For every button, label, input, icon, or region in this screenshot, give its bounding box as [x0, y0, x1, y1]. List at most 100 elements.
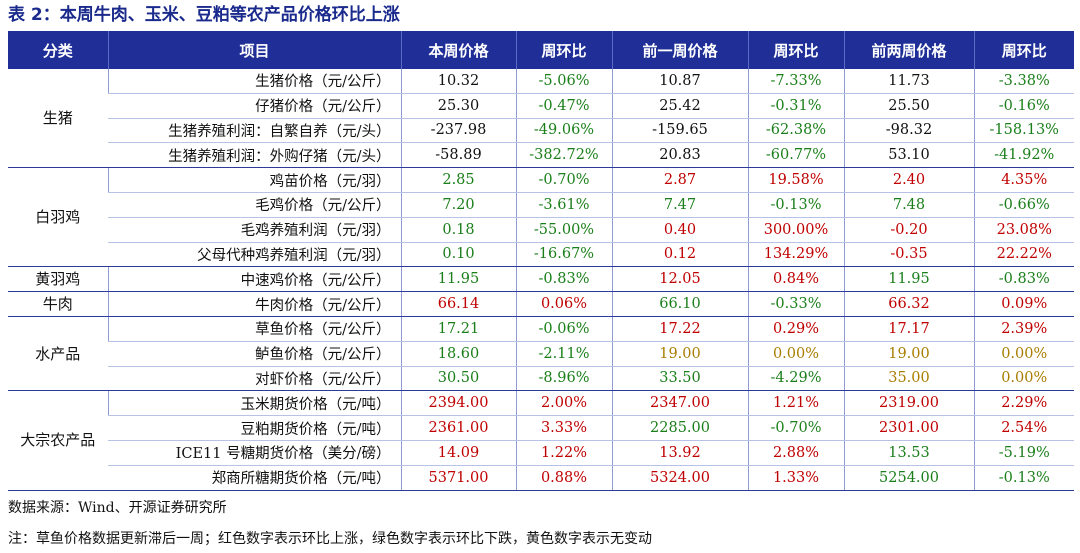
this-week-price-cell: 10.32	[400, 69, 516, 94]
two-weeks-price-cell: 11.73	[843, 69, 974, 94]
two-weeks-price-cell: 2319.00	[843, 390, 974, 417]
this-week-change-cell: -0.70%	[515, 167, 612, 193]
prev-week-change-cell: -60.77%	[747, 142, 844, 169]
two-weeks-change-cell: -0.13%	[973, 465, 1074, 491]
prev-week-price-cell: 5324.00	[611, 465, 748, 491]
two-weeks-price-cell: -98.32	[843, 118, 974, 144]
category-cell: 水产品	[8, 316, 108, 392]
this-week-price-cell: 7.20	[400, 192, 516, 218]
two-weeks-change-cell: 2.39%	[973, 316, 1074, 342]
two-weeks-change-cell: -3.38%	[973, 69, 1074, 94]
prev-week-price-cell: 25.42	[611, 93, 748, 119]
prev-week-change-cell: 300.00%	[747, 217, 844, 243]
prev-week-price-cell: 10.87	[611, 69, 748, 94]
two-weeks-price-cell: 35.00	[843, 366, 974, 392]
two-weeks-change-cell: 23.08%	[973, 217, 1074, 243]
this-week-price-cell: 2394.00	[400, 390, 516, 417]
header-category: 分类	[8, 31, 108, 69]
header-this-week-price: 本周价格	[400, 31, 516, 69]
this-week-change-cell: 0.88%	[515, 465, 612, 491]
prev-week-price-cell: 0.12	[611, 242, 748, 268]
table-row: 黄羽鸡 中速鸡价格（元/公斤） 11.95 -0.83% 12.05 0.84% 11.95…	[8, 266, 1074, 293]
item-cell: 中速鸡价格（元/公斤）	[107, 266, 401, 293]
prev-week-price-cell: 2285.00	[611, 415, 748, 441]
prev-week-change-cell: -62.38%	[747, 118, 844, 144]
footnote: 注：草鱼价格数据更新滞后一周；红色数字表示环比上涨，绿色数字表示环比下跌，黄色数…	[8, 531, 652, 547]
two-weeks-change-cell: -41.92%	[973, 142, 1074, 169]
two-weeks-price-cell: 19.00	[843, 341, 974, 367]
prev-week-price-cell: 0.40	[611, 217, 748, 243]
prev-week-price-cell: 13.92	[611, 440, 748, 466]
prev-week-price-cell: 19.00	[611, 341, 748, 367]
this-week-price-cell: 18.60	[400, 341, 516, 367]
prev-week-price-cell: 20.83	[611, 142, 748, 169]
prev-week-price-cell: 7.47	[611, 192, 748, 218]
this-week-change-cell: -5.06%	[515, 69, 612, 94]
this-week-change-cell: -0.47%	[515, 93, 612, 119]
two-weeks-price-cell: 13.53	[843, 440, 974, 466]
two-weeks-change-cell: -0.66%	[973, 192, 1074, 218]
header-prev-week-change: 周环比	[747, 31, 844, 69]
header-two-weeks-price: 前两周价格	[843, 31, 974, 69]
prev-week-price-cell: 17.22	[611, 316, 748, 342]
data-source: 数据来源：Wind、开源证券研究所	[8, 500, 227, 516]
table-row: 鲈鱼价格（元/公斤） 18.60 -2.11% 19.00 0.00% 19.00 0.00…	[8, 341, 1074, 367]
this-week-price-cell: 2361.00	[400, 415, 516, 441]
two-weeks-change-cell: -5.19%	[973, 440, 1074, 466]
header-item: 项目	[107, 31, 401, 69]
item-cell: 鸡苗价格（元/羽）	[107, 167, 401, 193]
two-weeks-change-cell: 0.09%	[973, 291, 1074, 317]
two-weeks-change-cell: 22.22%	[973, 242, 1074, 268]
item-cell: 生猪价格（元/公斤）	[107, 69, 401, 94]
this-week-price-cell: -237.98	[400, 118, 516, 144]
item-cell: ICE11 号糖期货价格（美分/磅）	[108, 440, 401, 466]
this-week-price-cell: 11.95	[400, 266, 516, 293]
this-week-change-cell: -2.11%	[515, 341, 612, 367]
table-row: 大宗农产品 玉米期货价格（元/吨） 2394.00 2.00% 2347.00 1.21%…	[8, 390, 1074, 491]
category-cell: 白羽鸡	[8, 167, 108, 268]
this-week-change-cell: 0.06%	[515, 291, 612, 317]
two-weeks-price-cell: 2301.00	[843, 415, 974, 441]
header-prev-week-price: 前一周价格	[611, 31, 748, 69]
prev-week-change-cell: 19.58%	[747, 167, 844, 193]
this-week-price-cell: 66.14	[400, 291, 516, 317]
table-row: 仔猪价格（元/公斤） 25.30 -0.47% 25.42 -0.31% 25.50 -0.…	[8, 93, 1074, 119]
this-week-change-cell: 1.22%	[515, 440, 612, 466]
table-body: 生猪 生猪价格（元/公斤） 10.32 -5.06% 10.87 -7.33% 11.73-…	[8, 69, 1074, 491]
two-weeks-price-cell: 25.50	[843, 93, 974, 119]
two-weeks-price-cell: 7.48	[843, 192, 974, 218]
this-week-change-cell: -55.00%	[515, 217, 612, 243]
category-cell: 牛肉	[8, 291, 108, 317]
table-row: 对虾价格（元/公斤） 30.50 -8.96% 33.50 -4.29% 35.00 0.0…	[8, 366, 1074, 392]
prev-week-price-cell: 2.87	[611, 167, 748, 193]
two-weeks-change-cell: -0.83%	[973, 266, 1074, 293]
this-week-change-cell: 3.33%	[515, 415, 612, 441]
this-week-change-cell: -49.06%	[515, 118, 612, 144]
two-weeks-change-cell: -0.16%	[973, 93, 1074, 119]
two-weeks-price-cell: 11.95	[843, 266, 974, 293]
header-two-weeks-change: 周环比	[973, 31, 1074, 69]
item-cell: 生猪养殖利润：自繁自养（元/头）	[108, 118, 401, 144]
this-week-price-cell: 17.21	[400, 316, 516, 342]
two-weeks-change-cell: 2.54%	[973, 415, 1074, 441]
prev-week-change-cell: -0.13%	[747, 192, 844, 218]
two-weeks-price-cell: 17.17	[843, 316, 974, 342]
this-week-price-cell: 30.50	[400, 366, 516, 392]
table-row: 毛鸡养殖利润（元/羽） 0.18 -55.00% 0.40 300.00% -0.20 23…	[8, 217, 1074, 243]
prev-week-price-cell: -159.65	[611, 118, 748, 144]
table-row: 郑商所糖期货价格（元/吨） 5371.00 0.88% 5324.00 1.33% 525…	[8, 465, 1074, 491]
prev-week-price-cell: 2347.00	[611, 390, 748, 417]
header-this-week-change: 周环比	[515, 31, 612, 69]
this-week-price-cell: 0.18	[400, 217, 516, 243]
this-week-price-cell: 5371.00	[400, 465, 516, 491]
item-cell: 草鱼价格（元/公斤）	[107, 316, 401, 342]
table-row: 豆粕期货价格（元/吨） 2361.00 3.33% 2285.00 -0.70% 2301…	[8, 415, 1074, 441]
prev-week-change-cell: 134.29%	[747, 242, 844, 268]
prev-week-change-cell: -0.31%	[747, 93, 844, 119]
table-row: ICE11 号糖期货价格（美分/磅） 14.09 1.22% 13.92 2.88% 13…	[8, 440, 1074, 466]
item-cell: 玉米期货价格（元/吨）	[107, 390, 401, 417]
item-cell: 生猪养殖利润：外购仔猪（元/头）	[108, 142, 401, 169]
item-cell: 毛鸡养殖利润（元/羽）	[108, 217, 401, 243]
prev-week-change-cell: -7.33%	[747, 69, 844, 94]
item-cell: 鲈鱼价格（元/公斤）	[108, 341, 401, 367]
